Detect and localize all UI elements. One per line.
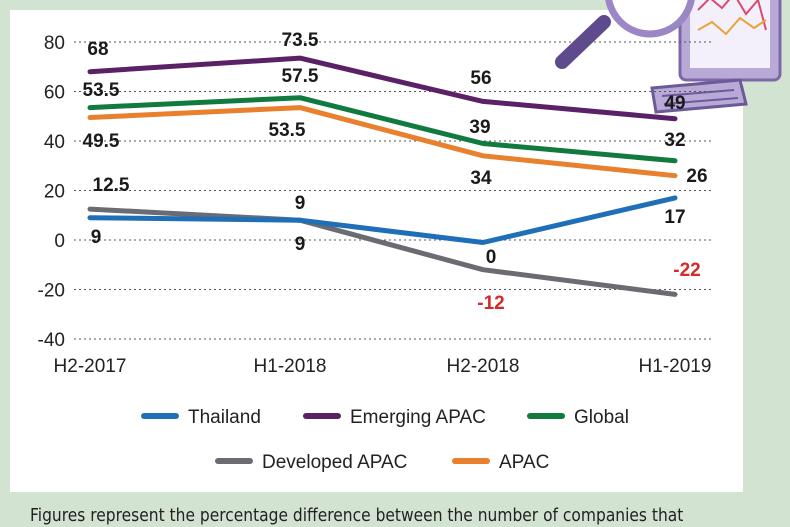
legend-item-global: Global [527,407,629,428]
monitor-screen [690,0,770,68]
legend-item-developed-apac: Developed APAC [215,452,407,473]
y-tick-label: 40 [44,132,65,153]
data-label: 32 [664,130,685,151]
series-line-global [87,95,678,164]
y-tick-label: -40 [38,330,65,351]
magnifier-handle [555,15,611,69]
chart-panel [10,10,743,492]
screen-chart-line-2 [697,16,767,36]
data-label: 9 [91,227,102,248]
y-tick-label: -20 [38,281,65,302]
y-tick-label: 80 [44,33,65,54]
series-line-thailand [87,195,678,245]
data-label: 53.5 [269,120,306,141]
legend-label: Emerging APAC [350,407,486,428]
legend-label: APAC [499,452,549,473]
data-label: 49.5 [83,131,120,152]
y-tick-label: 60 [44,83,65,104]
data-label: 49 [664,93,685,114]
gridlines [74,41,712,340]
data-label: 0 [486,247,497,268]
footnote: Figures represent the percentage differe… [30,505,684,526]
data-label: 39 [469,117,490,138]
data-label: 56 [470,68,491,89]
magnifier-icon [605,0,695,38]
data-label: 53.5 [83,80,120,101]
data-label: 12.5 [93,175,130,196]
x-tick-label: H2-2018 [447,356,520,377]
y-axis-ticks: 80 60 40 20 0 -20 -40 [38,33,65,351]
series-lines [87,55,678,297]
data-label: 34 [470,168,492,189]
data-labels: 9 9 0 17 68 73.5 56 49 53.5 57.5 39 32 12.5 9 -12 -22 49… [83,30,708,314]
computer-magnifier-illustration [555,0,782,114]
data-label: -12 [477,293,504,314]
y-tick-label: 20 [44,182,65,203]
series-line-apac [87,105,678,179]
x-axis-ticks: H2-2017 H1-2018 H2-2018 H1-2019 [54,356,712,377]
x-tick-label: H1-2019 [639,356,712,377]
x-tick-label: H2-2017 [54,356,127,377]
data-label: 57.5 [282,66,319,87]
legend-label: Thailand [188,407,261,428]
legend-item-apac: APAC [452,452,549,473]
data-label: 26 [686,166,707,187]
data-label: 68 [87,39,108,60]
data-label: 9 [295,234,306,255]
legend-item-thailand: Thailand [141,407,261,428]
legend-item-emerging-apac: Emerging APAC [303,407,486,428]
legend-label: Global [574,407,629,428]
legend: Thailand Emerging APAC Global Developed APA… [141,407,629,473]
legend-label: Developed APAC [262,452,407,473]
series-line-developed-apac [87,206,678,297]
data-label: 17 [664,207,685,228]
series-line-emerging-apac [87,55,678,122]
data-label: 9 [295,193,306,214]
y-tick-label: 0 [54,231,65,252]
x-tick-label: H1-2018 [254,356,327,377]
data-label: 73.5 [282,30,319,51]
data-label: -22 [673,260,700,281]
